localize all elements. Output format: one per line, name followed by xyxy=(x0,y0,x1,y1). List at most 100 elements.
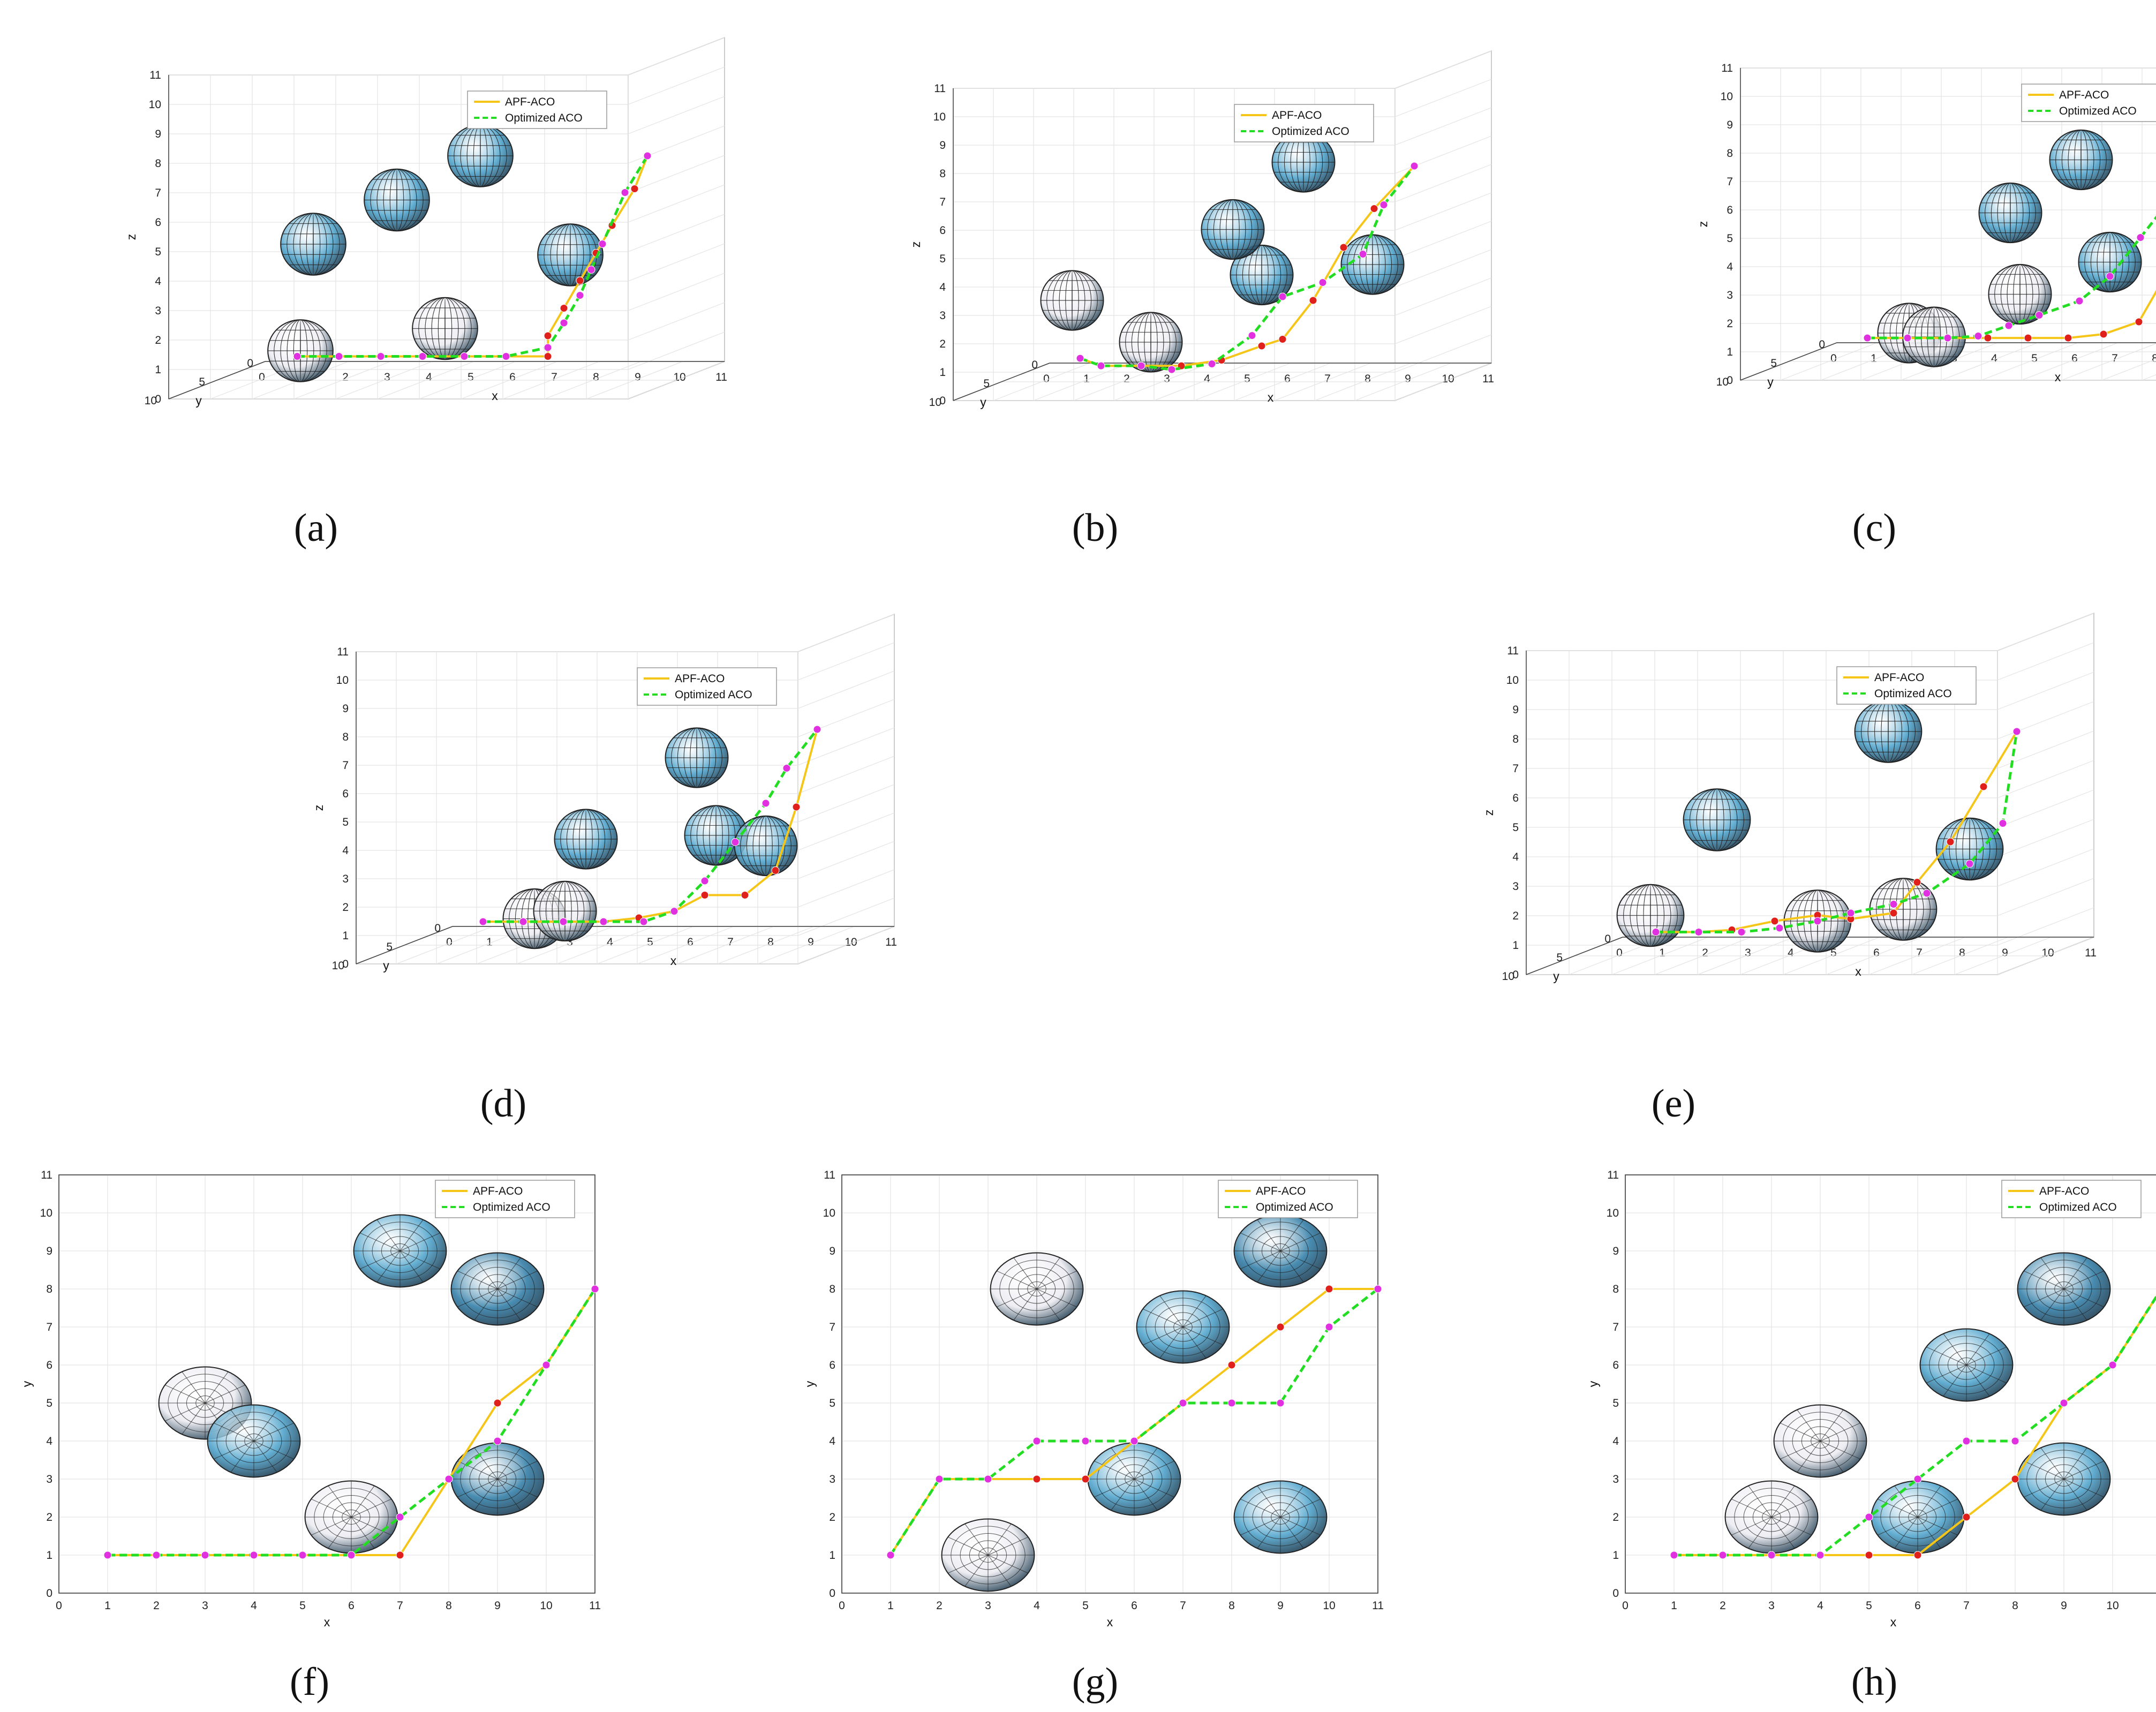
obstacle-mesh-line xyxy=(1111,1479,1135,1511)
x-tick-label: 0 xyxy=(446,936,453,948)
obstacle-sphere xyxy=(207,1404,301,1478)
x-axis-label: x xyxy=(324,1615,330,1629)
plot-frame xyxy=(841,1174,1378,1594)
obstacle-mesh-line xyxy=(987,1524,1012,1556)
data-point-optimized-aco xyxy=(1130,1437,1139,1445)
grid-line xyxy=(1394,221,1492,259)
y-tick-label: 2 xyxy=(1612,1511,1619,1524)
x-tick-label: 8 xyxy=(593,371,599,383)
data-point-optimized-aco xyxy=(293,352,301,360)
z-tick-label: 4 xyxy=(939,281,946,293)
y-tick-label: 4 xyxy=(829,1435,835,1447)
obstacle-sphere xyxy=(1871,1480,1965,1554)
plot-frame xyxy=(1625,1174,2156,1594)
x-tick-label: 10 xyxy=(845,936,857,948)
data-point-optimized-aco xyxy=(1962,1437,1971,1445)
x-tick-label: 11 xyxy=(1482,373,1494,385)
y-tick-label: 5 xyxy=(1612,1397,1619,1409)
grid-line xyxy=(628,96,725,134)
grid-line xyxy=(1997,878,2094,916)
obstacle-mesh-line xyxy=(1280,1517,1304,1549)
x-tick-label: 6 xyxy=(1131,1600,1137,1612)
panel-caption: (b) xyxy=(1072,506,1118,550)
y-tick-label: 9 xyxy=(46,1245,52,1257)
z-tick-label: 5 xyxy=(1727,232,1733,245)
obstacle-mesh-line xyxy=(497,1270,538,1289)
z-tick-label: 8 xyxy=(1512,733,1519,745)
z-axis-label: z xyxy=(1482,810,1496,816)
obstacle-sphere xyxy=(450,1252,545,1326)
obstacle-sphere xyxy=(1201,199,1265,260)
obstacle-sphere xyxy=(1087,1442,1181,1516)
y-tick-label: 6 xyxy=(1612,1359,1619,1371)
y-tick-label: 11 xyxy=(824,1169,835,1181)
legend-label: APF-ACO xyxy=(473,1185,523,1197)
obstacle-mesh-line xyxy=(1820,1409,1844,1442)
data-point-optimized-aco xyxy=(621,188,629,197)
data-point-optimized-aco xyxy=(2136,233,2145,242)
grid-line xyxy=(797,841,895,879)
grid-line xyxy=(1997,642,2094,681)
data-point-optimized-aco xyxy=(1076,354,1084,363)
x-tick-label: 7 xyxy=(551,371,557,383)
data-point-optimized-aco xyxy=(542,1361,551,1369)
grid-line xyxy=(1394,79,1492,117)
obstacle-sphere xyxy=(1230,244,1294,306)
obstacle-mesh-line xyxy=(1094,1460,1135,1480)
legend-label: Optimized ACO xyxy=(473,1201,551,1213)
obstacle-mesh-line xyxy=(2040,1479,2064,1511)
subplot-e: 0 1 2 3 4 5 6 7 8 9 10 11 0 1 2 3 4 5 6 7 8 9 10 11 0 5 10 x y z APF-A… xyxy=(1482,612,2097,1126)
obstacle-mesh-line xyxy=(328,1485,352,1518)
grid-line xyxy=(797,756,895,794)
data-point-optimized-aco xyxy=(2075,297,2084,305)
y-tick-label: 1 xyxy=(46,1549,52,1562)
legend-box xyxy=(2021,84,2156,122)
data-point-apf-aco xyxy=(771,866,780,874)
obstacle-mesh-line xyxy=(1650,884,1651,947)
x-tick-label: 0 xyxy=(1622,1600,1629,1612)
obstacle-mesh-line xyxy=(1903,878,1904,941)
data-point-optimized-aco xyxy=(444,1475,453,1483)
x-tick-label: 1 xyxy=(104,1600,111,1612)
x-tick-label: 4 xyxy=(251,1600,257,1612)
x-tick-label: 0 xyxy=(1616,947,1623,959)
data-point-apf-aco xyxy=(2024,334,2032,342)
obstacle-mesh-line xyxy=(376,1219,401,1251)
data-point-apf-aco xyxy=(1865,1551,1873,1559)
z-tick-label: 11 xyxy=(1721,62,1733,74)
legend-box xyxy=(1836,666,1977,705)
obstacle-mesh-line xyxy=(399,1219,424,1251)
x-tick-label: 9 xyxy=(2061,1600,2067,1612)
side-wall xyxy=(628,36,725,400)
obstacle-mesh-line xyxy=(1280,1232,1321,1251)
z-tick-label: 11 xyxy=(934,82,946,95)
x-tick-label: 9 xyxy=(635,371,641,383)
obstacle-mesh-line xyxy=(399,1232,441,1251)
z-tick-label: 7 xyxy=(342,759,349,772)
obstacle-mesh-line xyxy=(2063,1479,2087,1511)
x-tick-label: 7 xyxy=(1963,1600,1970,1612)
panel-caption: (g) xyxy=(1072,1660,1118,1704)
obstacle-mesh-line xyxy=(2023,1288,2064,1308)
y-tick-label: 6 xyxy=(829,1359,835,1371)
y-axis xyxy=(168,361,266,399)
legend-label: Optimized ACO xyxy=(2059,105,2137,117)
obstacle-mesh-line xyxy=(1917,1517,1958,1536)
data-point-optimized-aco xyxy=(643,152,652,160)
obstacle-mesh-line xyxy=(1280,1517,1321,1536)
obstacle-sphere xyxy=(267,319,334,382)
data-point-optimized-aco xyxy=(1737,928,1746,936)
grid-line xyxy=(1394,107,1492,146)
grid-line xyxy=(628,273,725,311)
y-tick-label: 10 xyxy=(332,960,344,972)
obstacle-mesh-line xyxy=(253,1422,295,1442)
obstacle-mesh-line xyxy=(987,1536,1029,1556)
data-point-optimized-aco xyxy=(935,1475,944,1483)
obstacle-mesh-line xyxy=(1797,1409,1821,1442)
data-point-apf-aco xyxy=(493,1399,502,1407)
data-point-optimized-aco xyxy=(1227,1399,1236,1407)
x-tick-label: 8 xyxy=(446,1600,452,1612)
obstacle-mesh-line xyxy=(1280,1498,1321,1518)
data-point-optimized-aco xyxy=(1813,917,1822,925)
y-tick-label: 10 xyxy=(1607,1207,1619,1219)
